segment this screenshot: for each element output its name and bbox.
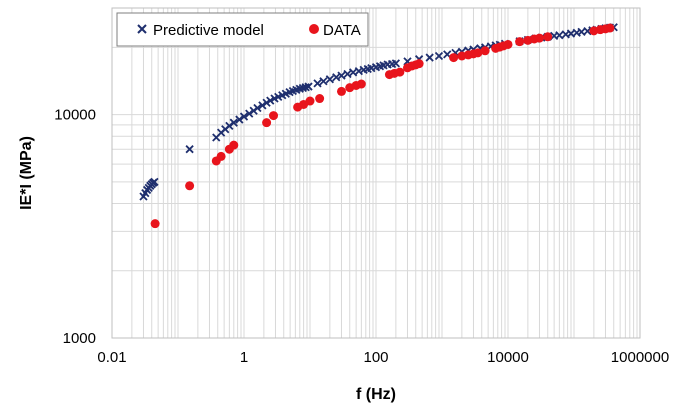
tick-labels: 0.01 1 100 10000 1000000 1000 10000 bbox=[54, 107, 669, 366]
legend-marker-data bbox=[309, 24, 319, 34]
data-point bbox=[414, 59, 424, 69]
model-point bbox=[235, 115, 244, 124]
model-point bbox=[150, 177, 159, 186]
data-point bbox=[150, 219, 160, 229]
model-point bbox=[239, 112, 249, 121]
legend-label-predictive: Predictive model bbox=[153, 22, 264, 39]
data-point bbox=[534, 33, 544, 43]
data-point bbox=[543, 32, 553, 42]
x-tick-label: 10000 bbox=[487, 349, 529, 366]
plot-border bbox=[111, 7, 641, 339]
data-point bbox=[395, 67, 405, 77]
data-marks bbox=[139, 23, 618, 229]
x-tick-label: 100 bbox=[363, 349, 388, 366]
x-tick-label: 1000000 bbox=[611, 349, 669, 366]
model-point bbox=[434, 51, 444, 61]
data-point bbox=[216, 151, 226, 161]
data-point bbox=[336, 86, 346, 96]
data-point bbox=[503, 39, 513, 49]
legend-marker-predictive bbox=[137, 24, 147, 34]
data-point bbox=[480, 46, 490, 56]
y-tick-label: 1000 bbox=[63, 330, 96, 347]
data-point bbox=[473, 48, 483, 58]
model-point bbox=[325, 75, 335, 84]
model-point bbox=[253, 103, 262, 113]
model-point bbox=[343, 69, 352, 79]
data-point bbox=[269, 111, 279, 121]
data-point bbox=[315, 94, 325, 104]
model-point bbox=[425, 53, 434, 62]
model-point bbox=[304, 82, 313, 91]
model-point bbox=[391, 59, 401, 68]
model-point bbox=[337, 71, 346, 80]
model-point bbox=[266, 96, 275, 105]
model-point bbox=[555, 31, 564, 40]
data-point bbox=[515, 37, 525, 47]
legend: Predictive model DATA bbox=[116, 12, 369, 47]
model-point bbox=[185, 145, 194, 154]
legend-box bbox=[116, 12, 369, 47]
data-point bbox=[305, 96, 315, 106]
data-point bbox=[356, 79, 366, 89]
data-point bbox=[229, 140, 239, 150]
model-point bbox=[313, 79, 322, 88]
model-point bbox=[319, 77, 328, 86]
model-point bbox=[258, 101, 267, 110]
x-axis-title: f (Hz) bbox=[356, 386, 396, 403]
model-point bbox=[229, 118, 238, 127]
model-point bbox=[245, 109, 254, 118]
data-point bbox=[449, 53, 459, 63]
data-point bbox=[185, 181, 195, 191]
y-axis-title: IE*I (MPa) bbox=[18, 136, 35, 210]
x-tick-label: 1 bbox=[240, 349, 248, 366]
legend-label-data: DATA bbox=[323, 22, 361, 39]
x-tick-label: 0.01 bbox=[97, 349, 126, 366]
y-tick-label: 10000 bbox=[54, 107, 96, 124]
data-point bbox=[605, 23, 615, 33]
grid-lines bbox=[111, 7, 640, 339]
data-point bbox=[262, 118, 272, 128]
